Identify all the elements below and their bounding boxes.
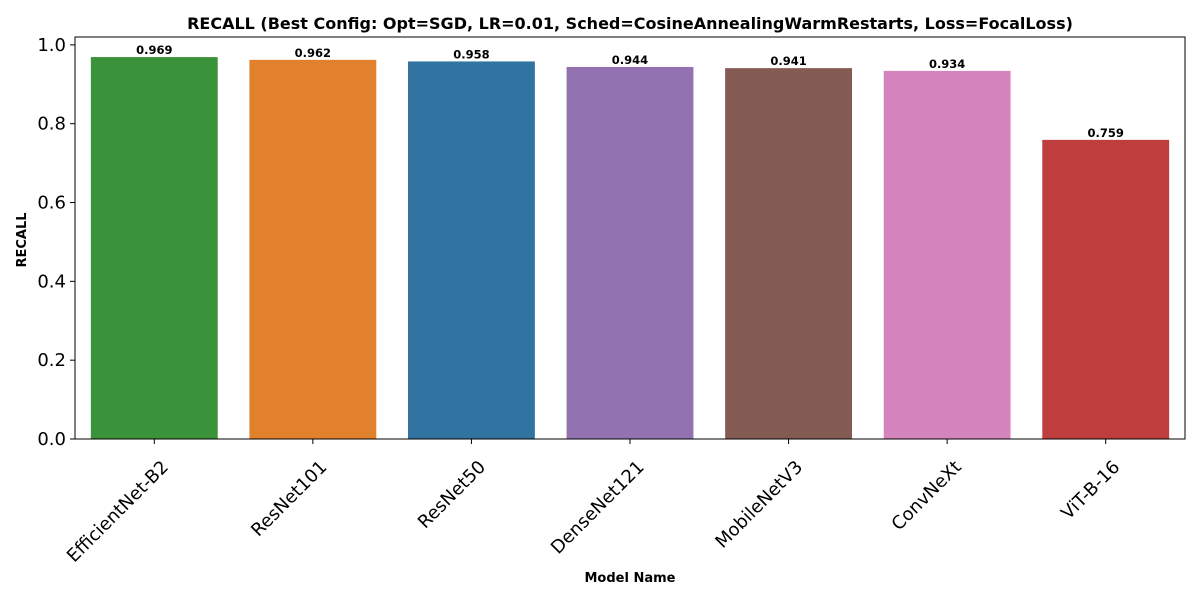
y-tick-label: 0.8 [37,114,66,135]
bar-value-label: 0.941 [770,54,806,68]
y-tick-label: 1.0 [37,35,66,56]
x-tick-label: ResNet50 [414,457,490,533]
chart-title: RECALL (Best Config: Opt=SGD, LR=0.01, S… [187,14,1073,33]
bar-value-label: 0.934 [929,57,965,71]
y-tick-label: 0.2 [37,350,66,371]
bar-resnet101 [249,59,377,440]
y-axis-label: RECALL [15,212,30,267]
plot-area: 0.969 EfficientNet-B2 0.962 ResNet101 0.958 R… [37,35,1186,567]
x-tick-label: DenseNet121 [547,457,649,559]
y-tick-label: 0.6 [37,193,66,214]
bar-value-label: 0.759 [1088,126,1124,140]
x-tick-label: ViT-B-16 [1057,457,1124,524]
x-tick-label: ConvNeXt [888,457,966,535]
y-tick-label: 0.4 [37,271,66,292]
bar-vit-b-16 [1042,139,1170,440]
y-tick-label: 0.0 [37,429,66,450]
x-tick-label: ResNet101 [247,457,331,541]
x-tick-label: MobileNetV3 [711,457,807,553]
bar-value-label: 0.944 [612,53,648,67]
bar-mobilenetv3 [725,68,852,439]
bar-densenet121 [566,66,694,439]
bar-value-label: 0.958 [453,47,489,61]
bar-efficientnet-b2 [90,57,218,439]
bar-value-label: 0.969 [136,43,172,57]
bar-value-label: 0.962 [295,46,331,60]
plot-frame [74,36,1186,440]
x-axis-label: Model Name [585,571,676,586]
x-tick-label: EfficientNet-B2 [63,457,173,567]
bar-resnet50 [408,61,535,439]
bar-convnext [883,70,1011,439]
